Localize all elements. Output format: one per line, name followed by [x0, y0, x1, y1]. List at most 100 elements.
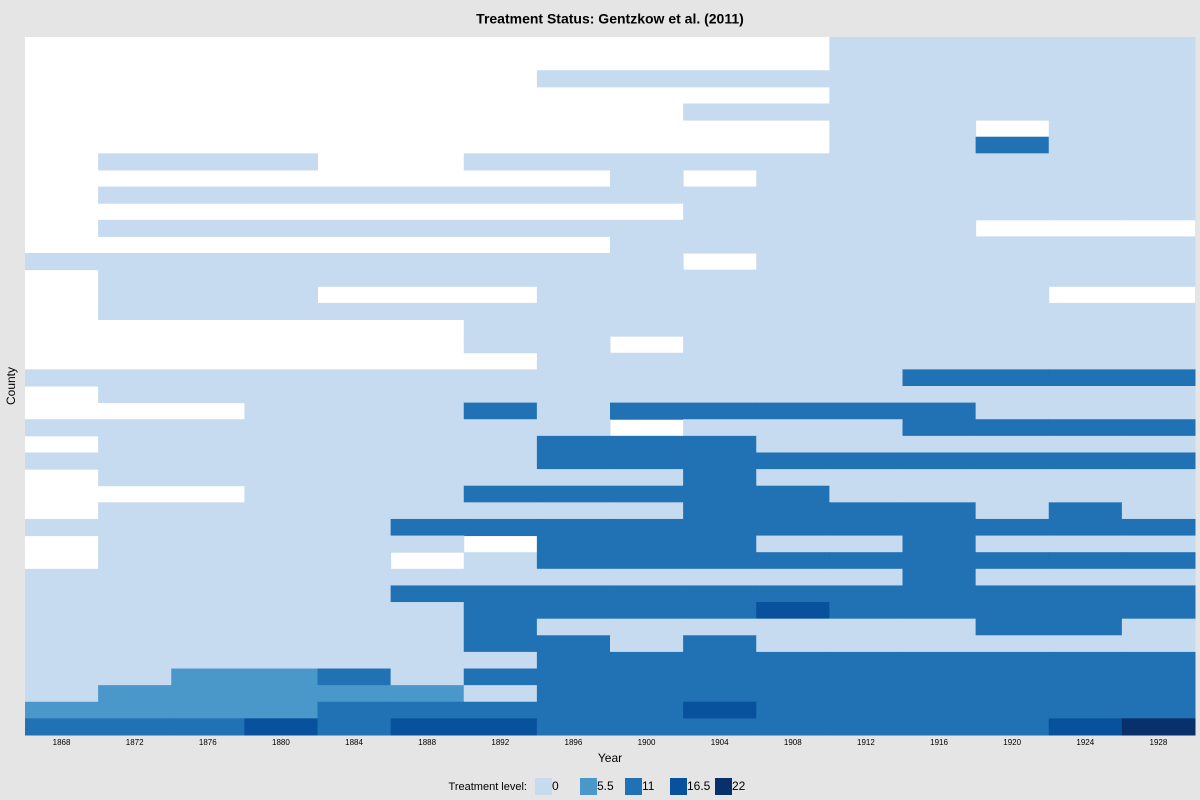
heatmap-cell [902, 602, 977, 620]
heatmap-cell [317, 651, 392, 670]
heatmap-cell [317, 419, 392, 437]
heatmap-cell [463, 685, 538, 703]
heatmap-cell [317, 302, 392, 321]
heatmap-cell [829, 302, 903, 321]
heatmap-cell [390, 452, 465, 470]
heatmap-cell [1121, 552, 1196, 570]
heatmap-cell [25, 419, 99, 437]
heatmap-cell [1048, 136, 1123, 154]
heatmap-cell [610, 169, 684, 188]
heatmap-cell [98, 452, 172, 470]
heatmap-cell [902, 269, 977, 287]
heatmap-cell [463, 502, 538, 520]
legend-swatch [580, 778, 597, 795]
heatmap-cell [829, 319, 903, 337]
heatmap-cell [25, 668, 99, 686]
heatmap-cell [536, 70, 611, 88]
heatmap-cell [1121, 319, 1196, 337]
heatmap-cell [463, 585, 538, 603]
heatmap-cell [536, 701, 611, 719]
heatmap-cell [902, 568, 977, 586]
heatmap-cell [98, 668, 172, 686]
heatmap-cell [610, 485, 684, 503]
heatmap-cell [756, 203, 830, 221]
heatmap-cell [902, 219, 977, 237]
heatmap-cell [829, 352, 903, 370]
heatmap-cell [25, 518, 99, 537]
heatmap-cell [975, 352, 1050, 370]
heatmap-cell [25, 568, 99, 586]
heatmap-cell [244, 386, 318, 404]
heatmap-cell [171, 552, 245, 570]
x-tick-label: 1876 [199, 738, 217, 747]
heatmap-cell [1121, 369, 1196, 387]
heatmap-cell [98, 253, 172, 271]
heatmap-cell [317, 386, 392, 404]
heatmap-cell [756, 469, 830, 487]
heatmap-cell [536, 469, 611, 487]
heatmap-cell [98, 302, 172, 321]
heatmap-cell [1121, 336, 1196, 354]
heatmap-cell [975, 435, 1050, 453]
heatmap-cell [756, 718, 830, 736]
heatmap-cell [390, 435, 465, 453]
heatmap-cell [244, 718, 318, 736]
heatmap-cell [317, 568, 392, 586]
heatmap-cell [829, 402, 903, 420]
heatmap-cell [98, 286, 172, 304]
heatmap-cell [610, 568, 684, 586]
heatmap-cell [98, 535, 172, 553]
heatmap-cell [317, 618, 392, 636]
heatmap-cell [98, 269, 172, 287]
heatmap-cell [975, 53, 1050, 71]
heatmap-cell [829, 219, 903, 237]
heatmap-cell [1048, 103, 1123, 121]
heatmap-cell [975, 86, 1050, 104]
heatmap-cell [902, 186, 977, 204]
legend-label: 11 [642, 779, 655, 793]
heatmap-cell [317, 219, 392, 237]
heatmap-cell [756, 635, 830, 653]
heatmap-cell [536, 552, 611, 570]
heatmap-cell [25, 369, 99, 387]
heatmap-cell [756, 219, 830, 237]
heatmap-cell [171, 269, 245, 287]
heatmap-cell [975, 585, 1050, 603]
heatmap-cell [463, 186, 538, 204]
heatmap-cell [902, 319, 977, 337]
heatmap-cell [829, 286, 903, 304]
heatmap-cell [902, 502, 977, 520]
heatmap-cell [610, 70, 684, 88]
heatmap-cell [1121, 668, 1196, 686]
heatmap-cell [463, 618, 538, 636]
heatmap-cell [683, 485, 757, 503]
heatmap-cell [829, 685, 903, 703]
heatmap-cell [536, 568, 611, 586]
heatmap-cell [244, 286, 318, 304]
heatmap-cell [975, 286, 1050, 304]
heatmap-cell [829, 718, 903, 736]
heatmap-cell [244, 485, 318, 503]
heatmap-cell [1121, 419, 1196, 437]
heatmap-cell [975, 369, 1050, 387]
heatmap-cell [171, 585, 245, 603]
heatmap-cell [1048, 435, 1123, 453]
heatmap-cell [975, 552, 1050, 570]
heatmap-cell [975, 518, 1050, 537]
heatmap-cell [171, 701, 245, 719]
heatmap-cell [390, 651, 465, 670]
heatmap-cell [536, 651, 611, 670]
heatmap-cell [756, 419, 830, 437]
heatmap-cell [756, 352, 830, 370]
legend-title: Treatment level: [449, 781, 527, 793]
heatmap-cell [1048, 319, 1123, 337]
heatmap-cell [756, 319, 830, 337]
heatmap-cell [975, 203, 1050, 221]
heatmap-cell [390, 302, 465, 321]
heatmap-cell [683, 219, 757, 237]
heatmap-cell [683, 269, 757, 287]
x-tick-label: 1896 [565, 738, 583, 747]
heatmap-cell [171, 668, 245, 686]
heatmap-cell [463, 668, 538, 686]
